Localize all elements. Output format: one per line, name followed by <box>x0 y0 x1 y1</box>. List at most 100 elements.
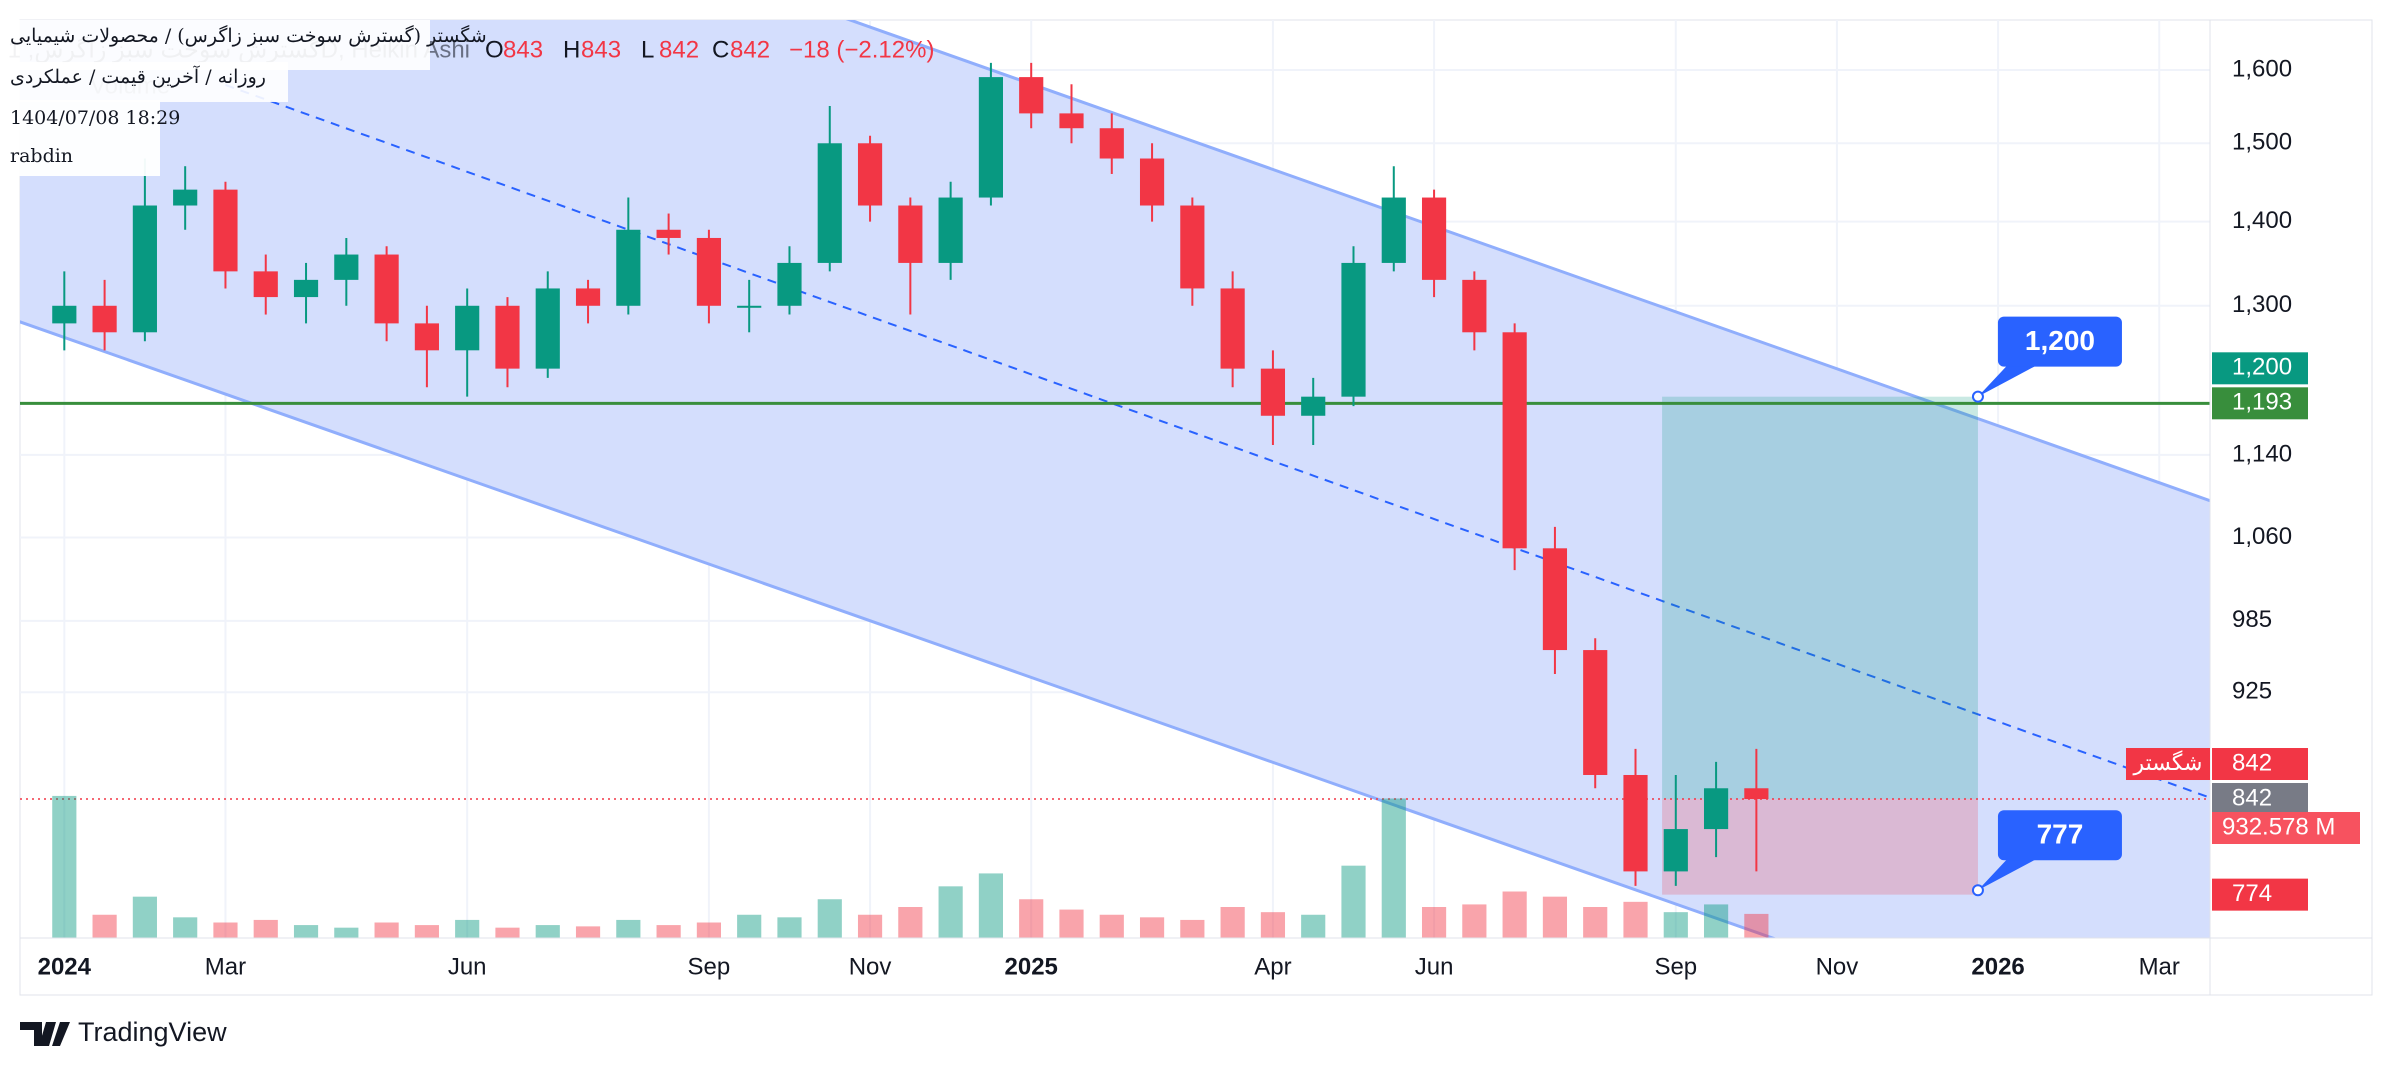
overlay: 1,600 1,500 1,400 1,300 1,140 1,060 985 925 2024… <box>0 20 2360 980</box>
price-badge <box>2212 748 2308 781</box>
channel-line <box>20 320 1778 938</box>
price-badge <box>2212 878 2308 911</box>
candle-body <box>575 288 601 306</box>
candle-body <box>535 288 560 369</box>
volume-badge-label: 932.578 M <box>2222 813 2335 840</box>
volume-bar <box>1180 919 1205 938</box>
candle-body <box>1421 197 1447 280</box>
volume-bar <box>737 914 762 938</box>
ohlc-value: 842 <box>730 36 770 63</box>
ohlc-key: C <box>712 36 729 63</box>
volume-bar <box>898 907 923 938</box>
candle-body <box>52 305 77 324</box>
y-tick-label: 1,300 <box>2232 291 2292 318</box>
volume-bar <box>414 925 439 938</box>
x-tick-label: 2025 <box>1005 953 1058 980</box>
brand: TradingView <box>20 1017 227 1047</box>
volume-bar <box>374 922 399 938</box>
candle-body <box>1583 650 1608 775</box>
volume-bar <box>1301 914 1326 938</box>
brand-name: TradingView <box>78 1017 227 1047</box>
brand-logo <box>20 1022 70 1046</box>
candle-body <box>656 229 681 238</box>
callout-anchor <box>1971 390 1984 403</box>
candle-body <box>334 254 359 280</box>
x-tick-label: Jun <box>1415 953 1454 980</box>
volume-bar <box>1341 865 1366 938</box>
price-badge-label: 774 <box>2232 880 2272 907</box>
volume-badge <box>2212 812 2360 844</box>
x-tick-label: Apr <box>1254 953 1291 980</box>
volume-bar <box>293 925 319 938</box>
volume-bar <box>132 896 157 938</box>
candle-body <box>1462 279 1487 333</box>
candle-body <box>1301 396 1326 416</box>
volume-bar <box>696 922 721 938</box>
info-line: 1404/07/08 18:29 <box>10 107 180 129</box>
callout-label: 1,200 <box>2025 325 2095 356</box>
volume-bar <box>1583 907 1608 938</box>
volume-bar <box>1663 912 1688 938</box>
candle-body <box>1019 77 1044 114</box>
volume-bar <box>1421 907 1447 938</box>
info-line: rabdin <box>10 145 73 167</box>
series-name-badge <box>2126 748 2210 781</box>
volume-bar <box>777 917 802 938</box>
volume-bar <box>52 795 77 938</box>
candle-body <box>173 189 198 206</box>
volume-bar <box>1703 904 1729 938</box>
ohlc-value: 843 <box>581 36 621 63</box>
ohlc-key: O <box>485 36 504 63</box>
y-tick-label: 1,400 <box>2232 207 2292 234</box>
ohlc-value: 843 <box>503 36 543 63</box>
price-badge <box>2212 387 2308 420</box>
candle-body <box>455 305 480 351</box>
volume-bar <box>1059 909 1084 938</box>
y-tick-label: 1,140 <box>2232 440 2292 467</box>
candle-body <box>92 305 117 333</box>
candle-body <box>253 271 278 298</box>
ohlc-key: H <box>563 36 580 63</box>
callout-tail <box>1977 364 2038 397</box>
x-tick-label: 2024 <box>38 953 92 980</box>
ohlc-value: 842 <box>659 36 699 63</box>
volume-bar <box>495 927 520 938</box>
x-tick-label: 2026 <box>1971 953 2024 980</box>
volume-bar <box>616 919 641 938</box>
y-tick-label: 925 <box>2232 678 2272 705</box>
price-badge <box>2212 352 2308 385</box>
callout-box <box>1997 810 2122 861</box>
volume-bar <box>253 919 278 938</box>
callout-box <box>1997 316 2122 367</box>
candle-body <box>1542 548 1568 651</box>
volume-bar <box>1744 913 1769 938</box>
volume-bar <box>938 886 963 938</box>
volume-bar <box>1462 904 1487 938</box>
channel-fill <box>20 20 2210 938</box>
candle-body <box>857 143 883 206</box>
price-badge-label: 842 <box>2232 784 2272 811</box>
volume-bar <box>1099 914 1124 938</box>
y-tick-label: 1,060 <box>2232 523 2292 550</box>
candle-body <box>696 237 721 306</box>
candle-body <box>737 305 762 308</box>
candle-body <box>293 279 319 298</box>
ohlc-key: L <box>641 36 654 63</box>
volume-bar <box>1502 891 1527 938</box>
candle-body <box>1663 829 1688 872</box>
volume-bar <box>455 919 480 938</box>
volume-bar <box>857 914 883 938</box>
candle-body <box>1502 332 1527 549</box>
channel-line <box>845 20 2210 503</box>
candle-body <box>1220 288 1245 369</box>
candle-body <box>414 323 439 351</box>
candle-body <box>616 229 641 306</box>
callout-anchor <box>1971 884 1984 897</box>
volume-bar <box>92 914 117 938</box>
volume-bar <box>334 927 359 938</box>
info-box <box>0 100 160 176</box>
x-tick-label: Jun <box>448 953 487 980</box>
candle-body <box>938 197 963 263</box>
x-tick-label: Nov <box>849 953 892 980</box>
candle-body <box>1139 158 1165 206</box>
